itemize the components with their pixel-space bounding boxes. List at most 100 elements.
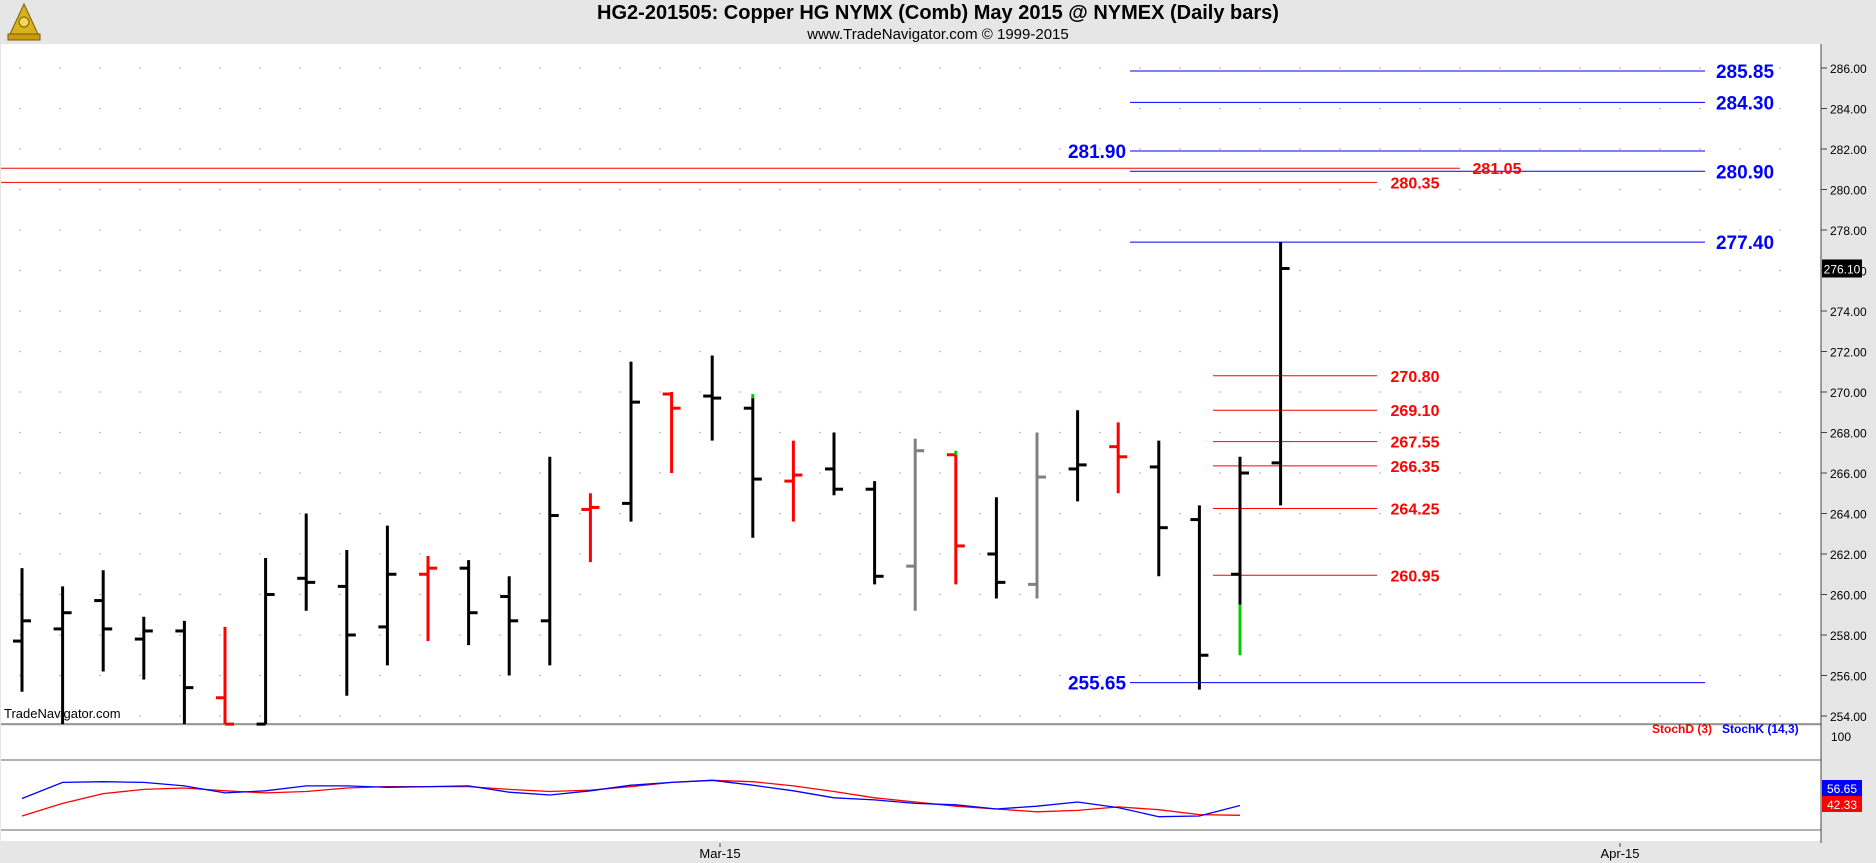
grid-dot — [979, 431, 981, 434]
grid-dot — [139, 188, 141, 191]
grid-dot — [259, 431, 261, 434]
grid-dot — [219, 634, 221, 636]
grid-dot — [539, 431, 541, 434]
ohlc-bar — [581, 493, 600, 563]
grid-dot — [179, 715, 181, 717]
grid-dot — [819, 188, 821, 191]
grid-dot — [739, 472, 741, 474]
grid-dot — [699, 634, 701, 636]
grid-dot — [1459, 188, 1461, 191]
grid-dot — [1259, 553, 1261, 555]
grid-dot — [1059, 715, 1061, 717]
grid-dot — [339, 391, 341, 393]
grid-dot — [619, 472, 621, 474]
stochd-label: StochD (3) — [1652, 722, 1712, 736]
grid-dot — [859, 431, 861, 434]
grid-dot — [979, 188, 981, 191]
grid-dot — [1059, 634, 1061, 636]
y-tick-label: 278.00 — [1830, 224, 1867, 238]
grid-dot — [1779, 350, 1781, 353]
grid-dot — [299, 431, 301, 434]
grid-dot — [1099, 67, 1101, 69]
grid-dot — [419, 431, 421, 434]
ohlc-bar — [622, 361, 640, 522]
grid-dot — [1339, 472, 1341, 474]
grid-dot — [1179, 350, 1181, 353]
grid-dot — [1259, 472, 1261, 474]
grid-dot — [379, 148, 381, 150]
grid-dot — [1299, 593, 1301, 596]
ohlc-bar — [53, 586, 72, 725]
grid-dot — [1699, 269, 1701, 272]
grid-dot — [619, 269, 621, 272]
grid-dot — [979, 593, 981, 596]
grid-dot — [779, 431, 781, 434]
grid-dot — [19, 229, 21, 231]
grid-dot — [1659, 472, 1661, 474]
grid-dot — [99, 188, 101, 191]
grid-dot — [1219, 431, 1221, 434]
grid-dot — [819, 310, 821, 312]
grid-dot — [1699, 148, 1701, 150]
grid-dot — [139, 269, 141, 272]
grid-dot — [419, 188, 421, 191]
grid-dot — [1019, 188, 1021, 191]
grid-dot — [459, 391, 461, 393]
grid-dot — [1779, 107, 1781, 110]
grid-dot — [619, 512, 621, 515]
grid-dot — [1139, 674, 1141, 677]
grid-dot — [1539, 67, 1541, 69]
grid-dot — [699, 107, 701, 110]
grid-dot — [1419, 593, 1421, 596]
grid-dot — [59, 67, 61, 69]
grid-dot — [339, 512, 341, 515]
grid-dot — [59, 472, 61, 474]
grid-dot — [259, 310, 261, 312]
grid-dot — [499, 512, 501, 515]
grid-dot — [259, 391, 261, 393]
grid-dot — [739, 593, 741, 596]
grid-dot — [859, 715, 861, 717]
grid-dot — [1579, 310, 1581, 312]
grid-dot — [1539, 148, 1541, 150]
grid-dot — [179, 310, 181, 312]
grid-dot — [1419, 391, 1421, 393]
grid-dot — [1219, 188, 1221, 191]
grid-dot — [499, 472, 501, 474]
grid-dot — [1619, 188, 1621, 191]
y-tick-label: 286.00 — [1830, 62, 1867, 76]
grid-dot — [1619, 310, 1621, 312]
grid-dot — [539, 472, 541, 474]
grid-dot — [979, 715, 981, 717]
grid-dot — [1099, 350, 1101, 353]
grid-dot — [1099, 472, 1101, 474]
ohlc-bar — [825, 432, 843, 496]
grid-dot — [659, 269, 661, 272]
grid-dot — [1099, 715, 1101, 717]
grid-dot — [1179, 188, 1181, 191]
grid-dot — [99, 512, 101, 515]
grid-dot — [579, 107, 581, 110]
grid-dot — [1419, 67, 1421, 69]
grid-dot — [459, 107, 461, 110]
grid-dot — [819, 512, 821, 515]
grid-dot — [1619, 67, 1621, 69]
stochk-value-tag — [1822, 780, 1862, 796]
grid-dot — [1379, 512, 1381, 515]
grid-dot — [739, 512, 741, 515]
grid-dot — [1699, 553, 1701, 555]
ohlc-bar — [337, 549, 356, 696]
grid-dot — [1259, 674, 1261, 677]
grid-dot — [1579, 674, 1581, 677]
grid-dot — [739, 431, 741, 434]
grid-dot — [1499, 715, 1501, 717]
grid-dot — [499, 67, 501, 69]
grid-dot — [1499, 310, 1501, 312]
grid-dot — [1539, 512, 1541, 515]
y-tick-label: 280.00 — [1830, 184, 1867, 198]
grid-dot — [59, 107, 61, 110]
ohlc-bar — [1190, 505, 1209, 690]
grid-dot — [219, 67, 221, 69]
grid-dot — [339, 593, 341, 596]
grid-dot — [1379, 391, 1381, 393]
